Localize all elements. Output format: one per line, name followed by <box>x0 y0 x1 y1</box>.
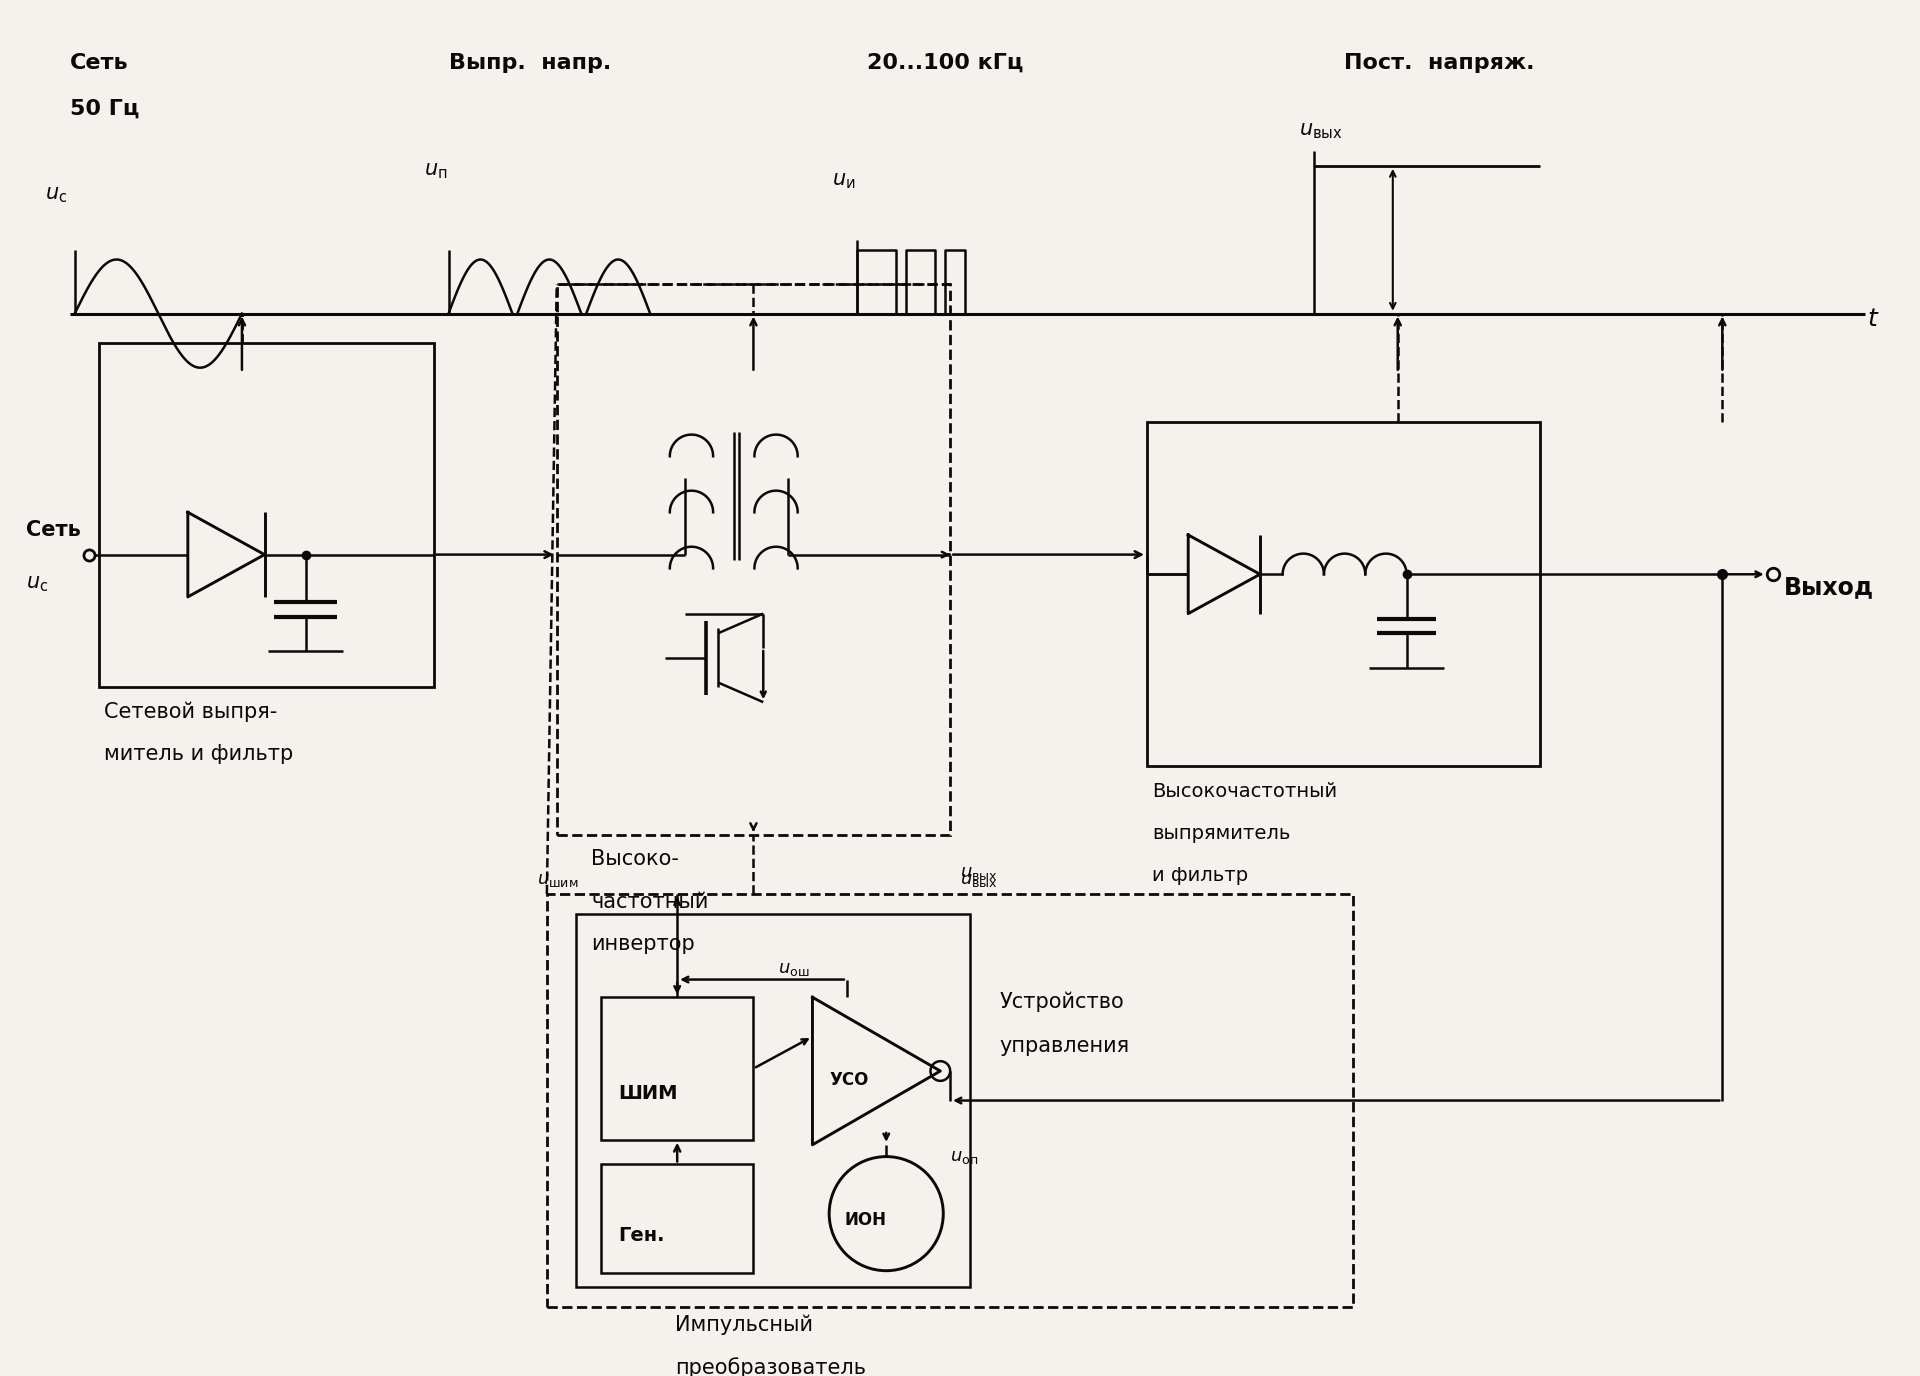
Bar <box>557 283 950 835</box>
Text: и фильтр: и фильтр <box>1152 866 1248 885</box>
Text: ШИМ: ШИМ <box>618 1083 678 1102</box>
Text: $u_\mathrm{вых}$: $u_\mathrm{вых}$ <box>960 864 998 882</box>
Text: Высокочастотный: Высокочастотный <box>1152 782 1336 801</box>
Text: Выход: Выход <box>1784 575 1874 599</box>
Bar <box>601 998 753 1139</box>
Text: Высоко-: Высоко- <box>591 849 680 870</box>
Text: $u_\mathrm{шим}$: $u_\mathrm{шим}$ <box>538 871 578 889</box>
Text: $u_\mathrm{ош}$: $u_\mathrm{ош}$ <box>778 959 810 977</box>
Text: УСО: УСО <box>829 1071 868 1088</box>
Bar <box>547 894 1354 1307</box>
Text: $t$: $t$ <box>1866 307 1880 332</box>
Text: Ген.: Ген. <box>618 1226 664 1245</box>
Text: $u_\mathrm{п}$: $u_\mathrm{п}$ <box>424 161 447 180</box>
Text: 50 Гц: 50 Гц <box>69 99 138 118</box>
Text: $u_\mathrm{c}$: $u_\mathrm{c}$ <box>46 186 67 205</box>
Text: частотный: частотный <box>591 892 708 912</box>
Text: Пост.  напряж.: Пост. напряж. <box>1344 52 1534 73</box>
Text: управления: управления <box>998 1036 1129 1057</box>
Text: Выпр.  напр.: Выпр. напр. <box>449 52 611 73</box>
Text: Импульсный: Импульсный <box>674 1314 812 1335</box>
Text: Сеть: Сеть <box>25 520 81 539</box>
Text: 20...100 кГц: 20...100 кГц <box>866 52 1023 73</box>
Text: ИОН: ИОН <box>845 1211 887 1229</box>
Text: $u_\mathrm{вых}$: $u_\mathrm{вых}$ <box>960 871 998 889</box>
Text: $u_\mathrm{вых}$: $u_\mathrm{вых}$ <box>1300 121 1342 142</box>
Text: Устройство: Устройство <box>998 992 1123 1011</box>
Text: Сеть: Сеть <box>69 52 129 73</box>
Bar <box>1146 422 1540 766</box>
Text: инвертор: инвертор <box>591 934 695 954</box>
Text: преобразователь: преобразователь <box>674 1357 866 1376</box>
Text: выпрямитель: выпрямитель <box>1152 824 1290 843</box>
Text: митель и фильтр: митель и фильтр <box>104 744 294 764</box>
Text: $u_\mathrm{c}$: $u_\mathrm{c}$ <box>25 574 48 594</box>
Bar <box>100 343 434 688</box>
Bar <box>576 914 970 1288</box>
Bar <box>601 1164 753 1273</box>
Text: $u_\mathrm{оп}$: $u_\mathrm{оп}$ <box>950 1149 979 1167</box>
Text: Сетевой выпря-: Сетевой выпря- <box>104 702 278 722</box>
Text: $u_\mathrm{и}$: $u_\mathrm{и}$ <box>831 171 856 191</box>
